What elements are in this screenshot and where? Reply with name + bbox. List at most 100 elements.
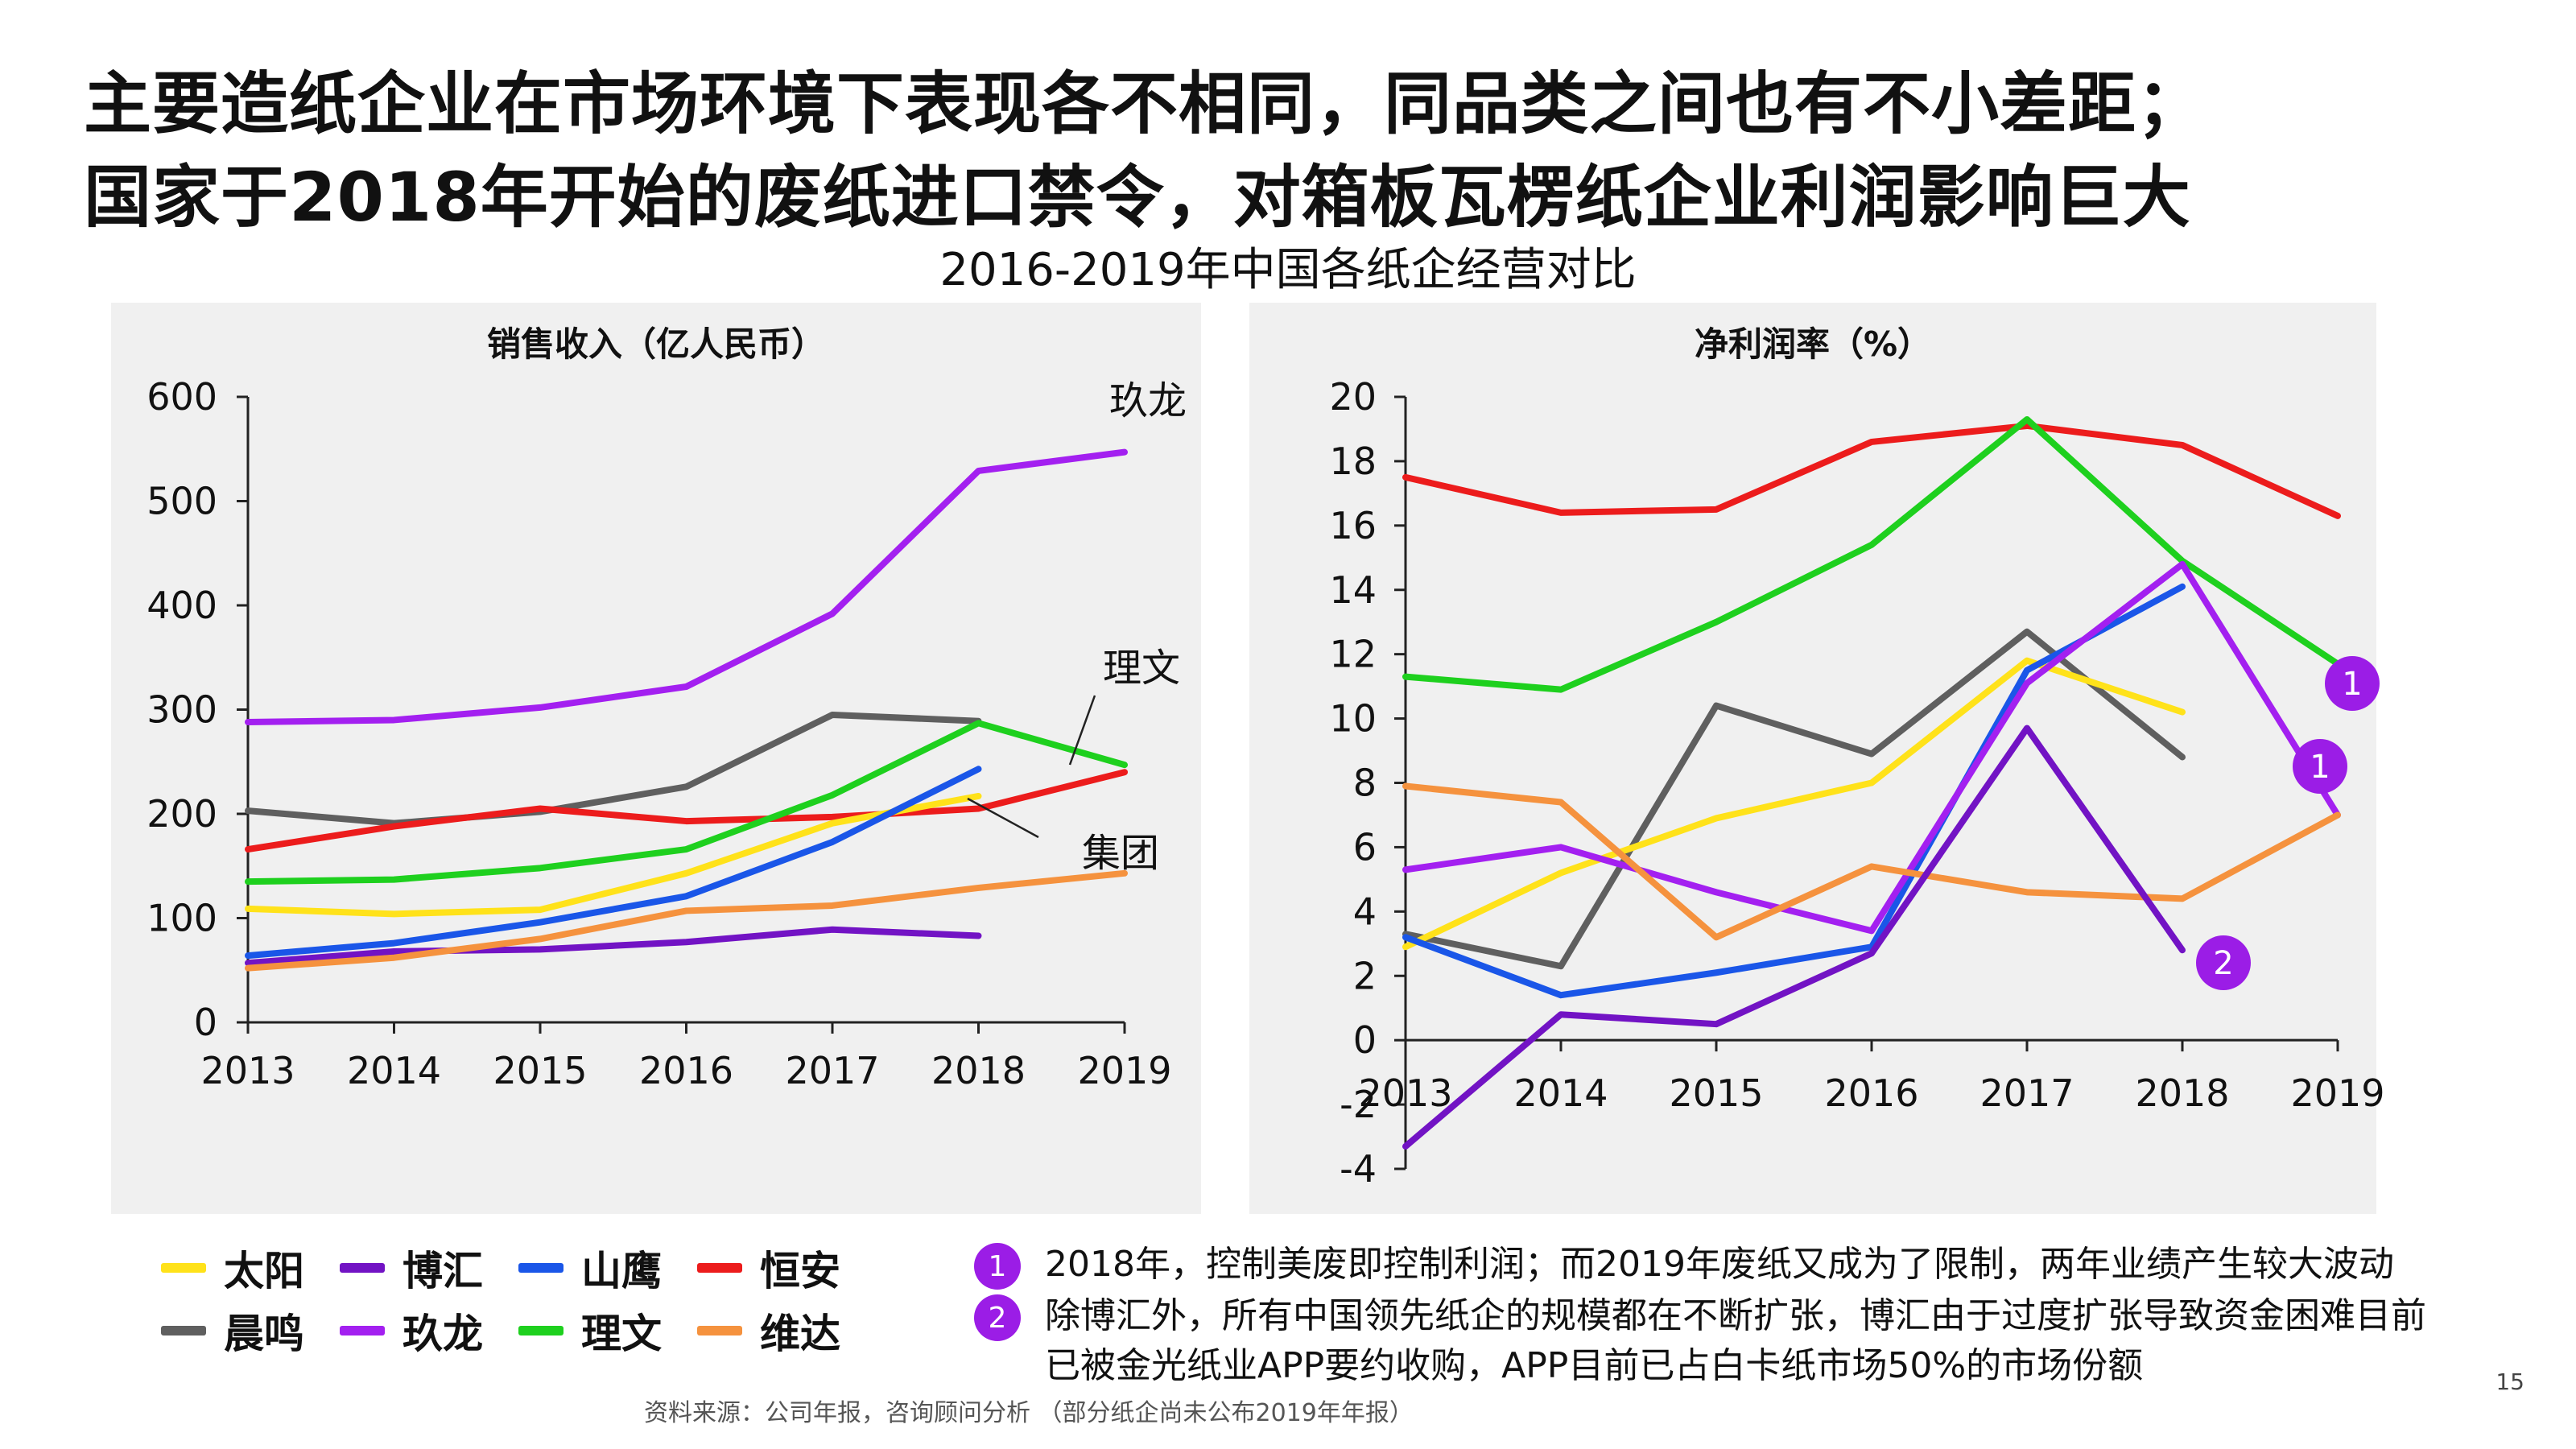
x-tick-label: 2017 (785, 1049, 879, 1092)
x-tick-label: 2016 (639, 1049, 733, 1092)
chart-title-0: 销售收入（亿人民币） (487, 324, 825, 364)
series-line-维达 (245, 869, 1128, 972)
y-tick-label: 0 (1353, 1018, 1377, 1062)
note-badge-1: 1 (974, 1243, 1021, 1290)
marker-badge (2196, 935, 2251, 990)
legend-label: 玖龙 (402, 1311, 483, 1357)
series-line-晨鸣 (245, 711, 982, 827)
y-tick-label: 6 (1353, 825, 1377, 869)
annotation-label: 集团 (1082, 831, 1159, 876)
y-tick-label: 300 (147, 688, 217, 732)
note-1: 1 2018年，控制美废即控制利润；而2019年废纸又成为了限制，两年业绩产生较… (974, 1240, 2542, 1290)
legend-swatch (161, 1326, 206, 1335)
legend-label: 晨鸣 (224, 1311, 304, 1357)
x-tick-label: 2014 (1513, 1071, 1608, 1115)
note-text-1: 2018年，控制美废即控制利润；而2019年废纸又成为了限制，两年业绩产生较大波… (1045, 1244, 2394, 1285)
y-tick-label: -2 (1340, 1083, 1377, 1126)
marker-badge (2325, 656, 2380, 711)
page-title-line-2: 国家于2018年开始的废纸进口禁令，对箱板瓦楞纸企业利润影响巨大 (84, 158, 2191, 237)
series-line-维达 (1402, 782, 2341, 941)
series-line-太阳 (1402, 657, 2186, 951)
legend-item-理文: 理文 (518, 1302, 662, 1359)
x-tick-label: 2015 (493, 1049, 587, 1092)
y-tick-label: 8 (1353, 762, 1377, 805)
legend-item-维达: 维达 (697, 1302, 840, 1359)
y-tick-label: 100 (147, 897, 217, 940)
y-tick-label: -4 (1340, 1147, 1377, 1191)
series-line-理文 (245, 720, 1128, 886)
legend-item-山鹰: 山鹰 (518, 1240, 662, 1296)
annotation-label: 理文 (1103, 646, 1180, 691)
marker-label: 2 (2213, 945, 2233, 982)
page-title-line-1: 主要造纸企业在市场环境下表现各不相同，同品类之间也有不小差距； (84, 64, 2206, 143)
y-tick-label: 12 (1329, 633, 1377, 676)
note-text-2: 除博汇外，所有中国领先纸企的规模都在不断扩张，博汇由于过度扩张导致资金困难目前 … (1045, 1295, 2426, 1386)
notes: 1 2018年，控制美废即控制利润；而2019年废纸又成为了限制，两年业绩产生较… (974, 1240, 2544, 1401)
legend-label: 维达 (760, 1311, 840, 1357)
series-line-山鹰 (245, 766, 982, 960)
legend-item-太阳: 太阳 (161, 1240, 304, 1296)
y-tick-label: 200 (147, 792, 217, 836)
legend-swatch (340, 1263, 385, 1273)
chart-legend: 太阳 博汇 山鹰 恒安晨鸣 玖龙 理文 维达 (161, 1240, 966, 1385)
y-tick-label: 2 (1353, 954, 1377, 997)
y-tick-label: 400 (147, 584, 217, 627)
series-line-玖龙 (1402, 560, 2341, 935)
series-line-理文 (1402, 415, 2341, 693)
y-tick-label: 4 (1353, 890, 1377, 933)
y-tick-label: 18 (1329, 440, 1377, 483)
annotation-leader (1068, 695, 1096, 766)
y-tick-label: 600 (147, 375, 217, 419)
series-line-玖龙 (245, 448, 1128, 726)
y-tick-label: 10 (1329, 697, 1377, 741)
x-tick-label: 2013 (1358, 1071, 1452, 1115)
marker-label: 1 (2342, 666, 2362, 703)
legend-label: 太阳 (224, 1248, 304, 1294)
legend-item-晨鸣: 晨鸣 (161, 1302, 304, 1359)
x-tick-label: 2018 (2135, 1071, 2229, 1115)
legend-item-博汇: 博汇 (340, 1240, 483, 1296)
x-tick-label: 2019 (2290, 1071, 2384, 1115)
y-tick-label: 14 (1329, 568, 1377, 612)
x-tick-label: 2014 (347, 1049, 441, 1092)
source-note: 资料来源：公司年报，咨询顾问分析 （部分纸企尚未公布2019年年报） (644, 1399, 1414, 1427)
marker-badge (2293, 739, 2347, 794)
x-tick-label: 2015 (1669, 1071, 1763, 1115)
series-line-博汇 (1402, 724, 2186, 1150)
series-line-博汇 (245, 926, 982, 967)
legend-label: 恒安 (760, 1248, 840, 1294)
legend-item-恒安: 恒安 (697, 1240, 840, 1296)
legend-swatch (340, 1326, 385, 1335)
chart-subtitle: 2016-2019年中国各纸企经营对比 (939, 244, 1637, 296)
annotation-leader (967, 797, 1039, 839)
x-tick-label: 2013 (200, 1049, 295, 1092)
margin-chart-panel: 净利润率（%） -4 -2 0 2 4 6 8 10 12 14 16 18 20 2013 2014 2015… (1249, 303, 2385, 1214)
note-2: 2 除博汇外，所有中国领先纸企的规模都在不断扩张，博汇由于过度扩张导致资金困难目… (974, 1291, 2542, 1391)
revenue-chart: 销售收入（亿人民币） 0 100 200 300 400 500 600 2013 2014 201… (147, 324, 1187, 1092)
legend-swatch (518, 1263, 564, 1273)
y-tick-label: 16 (1329, 504, 1377, 547)
legend-label: 博汇 (402, 1248, 483, 1294)
legend-swatch (518, 1326, 564, 1335)
y-tick-label: 20 (1329, 375, 1377, 419)
y-tick-label: 0 (194, 1001, 217, 1044)
series-line-山鹰 (1402, 583, 2186, 999)
series-line-恒安 (1402, 422, 2341, 519)
x-tick-label: 2017 (1979, 1071, 2074, 1115)
revenue-chart-panel: 销售收入（亿人民币） 0 100 200 300 400 500 600 2013 2014 201… (111, 303, 1201, 1214)
chart-title-1: 净利润率（%） (1695, 324, 1931, 364)
series-line-太阳 (245, 792, 982, 918)
legend-label: 山鹰 (581, 1248, 662, 1294)
x-tick-label: 2016 (1824, 1071, 1918, 1115)
marker-label: 1 (2310, 749, 2330, 786)
legend-label: 理文 (581, 1311, 662, 1357)
x-tick-label: 2019 (1077, 1049, 1171, 1092)
note-badge-2: 2 (974, 1294, 1021, 1341)
legend-swatch (697, 1326, 742, 1335)
legend-swatch (161, 1263, 206, 1273)
series-line-恒安 (245, 769, 1128, 853)
series-line-晨鸣 (1402, 628, 2186, 970)
y-tick-label: 500 (147, 480, 217, 523)
page-number: 15 (2496, 1368, 2524, 1395)
